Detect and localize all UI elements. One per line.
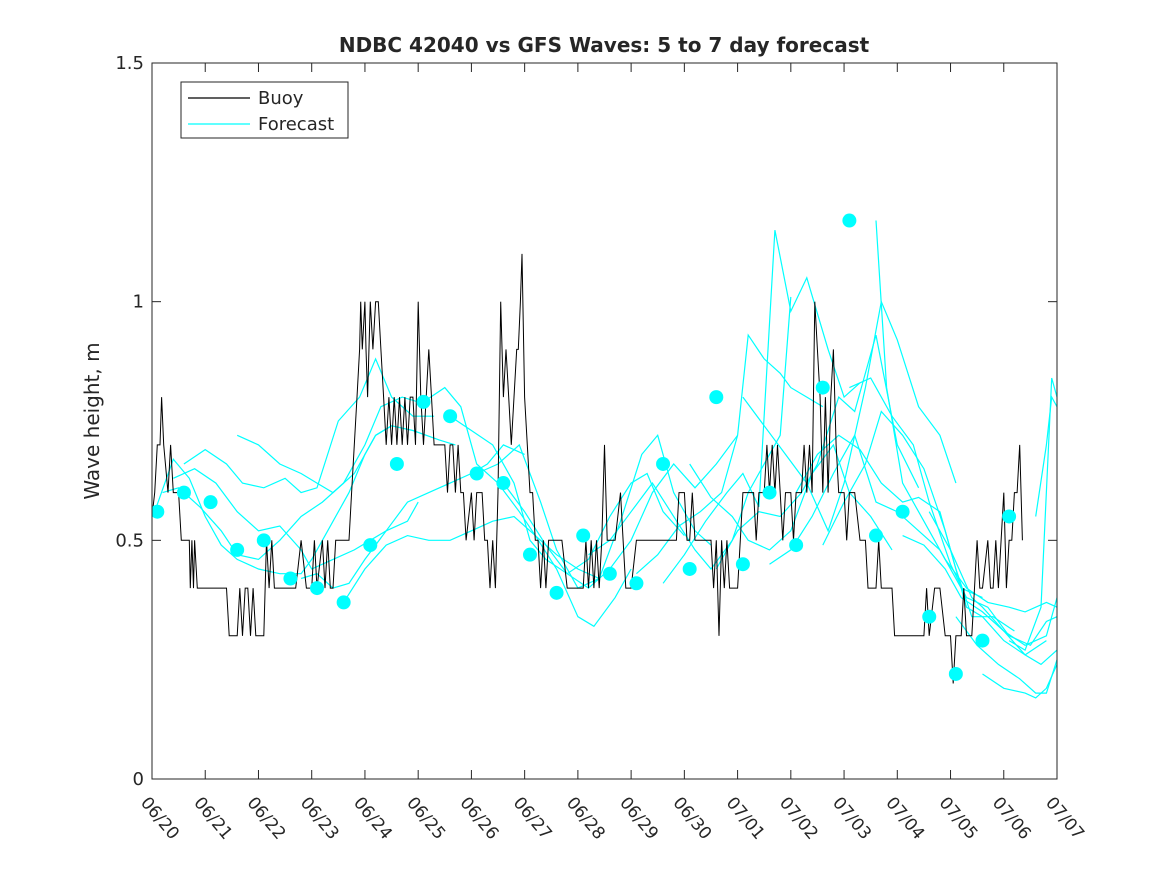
forecast-point xyxy=(389,456,404,471)
forecast-line-12 xyxy=(636,333,824,575)
forecast-point xyxy=(948,666,963,681)
forecast-point xyxy=(310,581,325,596)
forecast-point xyxy=(789,538,804,553)
forecast-line-14 xyxy=(689,443,893,551)
forecast-point xyxy=(230,542,245,557)
forecast-point xyxy=(549,585,564,600)
forecast-point xyxy=(443,409,458,424)
forecast-point xyxy=(682,561,697,576)
forecast-line-7 xyxy=(423,386,632,628)
forecast-point xyxy=(842,213,857,228)
forecast-line-27 xyxy=(1035,395,1057,517)
forecast-line-18 xyxy=(795,434,1015,632)
forecast-point xyxy=(656,456,671,471)
forecast-line-24 xyxy=(955,616,1057,694)
forecast-line-13 xyxy=(662,229,861,584)
forecast-point xyxy=(363,538,378,553)
forecast-point xyxy=(815,380,830,395)
y-tick-label: 0.5 xyxy=(115,530,144,551)
forecast-point xyxy=(576,528,591,543)
forecast-line-2 xyxy=(173,468,419,570)
forecast-line-3 xyxy=(183,357,435,494)
forecast-line-26 xyxy=(1008,377,1057,651)
forecast-point xyxy=(1002,509,1017,524)
forecast-point xyxy=(762,485,777,500)
forecast-point xyxy=(416,394,431,409)
forecast-line-0 xyxy=(154,425,392,575)
forecast-point xyxy=(735,557,750,572)
forecast-point xyxy=(869,528,883,543)
forecast-point xyxy=(256,533,271,548)
forecast-line-4 xyxy=(236,425,456,494)
forecast-line-21 xyxy=(875,220,1057,613)
forecast-point xyxy=(283,571,298,586)
forecast-line-25 xyxy=(982,664,1057,699)
forecast-point xyxy=(975,633,990,648)
forecast-point xyxy=(152,504,165,519)
forecast-point xyxy=(602,566,617,581)
forecast-point xyxy=(709,390,724,405)
forecast-point xyxy=(496,476,511,491)
chart-title: NDBC 42040 vs GFS Waves: 5 to 7 day fore… xyxy=(339,33,870,57)
forecast-line-19 xyxy=(822,410,1047,656)
forecast-point xyxy=(203,495,218,510)
forecast-line-1 xyxy=(162,396,419,561)
legend-label: Buoy xyxy=(258,88,304,109)
forecast-line-11 xyxy=(588,296,792,570)
axes-box xyxy=(151,62,1058,780)
forecast-point xyxy=(922,609,937,624)
legend: Buoy Forecast xyxy=(180,81,349,139)
data-layer xyxy=(152,213,1057,699)
legend-label: Forecast xyxy=(258,114,334,135)
y-tick-label: 1 xyxy=(133,292,144,313)
forecast-line-22 xyxy=(902,535,1057,646)
y-tick-label: 1.5 xyxy=(115,53,144,74)
y-axis-label: Wave height, m xyxy=(80,342,104,499)
forecast-line-6 xyxy=(343,515,600,603)
forecast-point xyxy=(895,504,910,519)
legend-box xyxy=(180,81,349,139)
forecast-line-15 xyxy=(715,334,920,570)
forecast-point xyxy=(336,595,351,610)
forecast-point xyxy=(522,547,537,562)
forecast-line-23 xyxy=(928,511,1057,666)
y-tick-label: 0 xyxy=(133,769,144,790)
forecast-point xyxy=(176,485,191,500)
forecast-line-10 xyxy=(502,434,739,589)
forecast-point xyxy=(469,466,484,481)
forecast-point xyxy=(629,576,644,591)
